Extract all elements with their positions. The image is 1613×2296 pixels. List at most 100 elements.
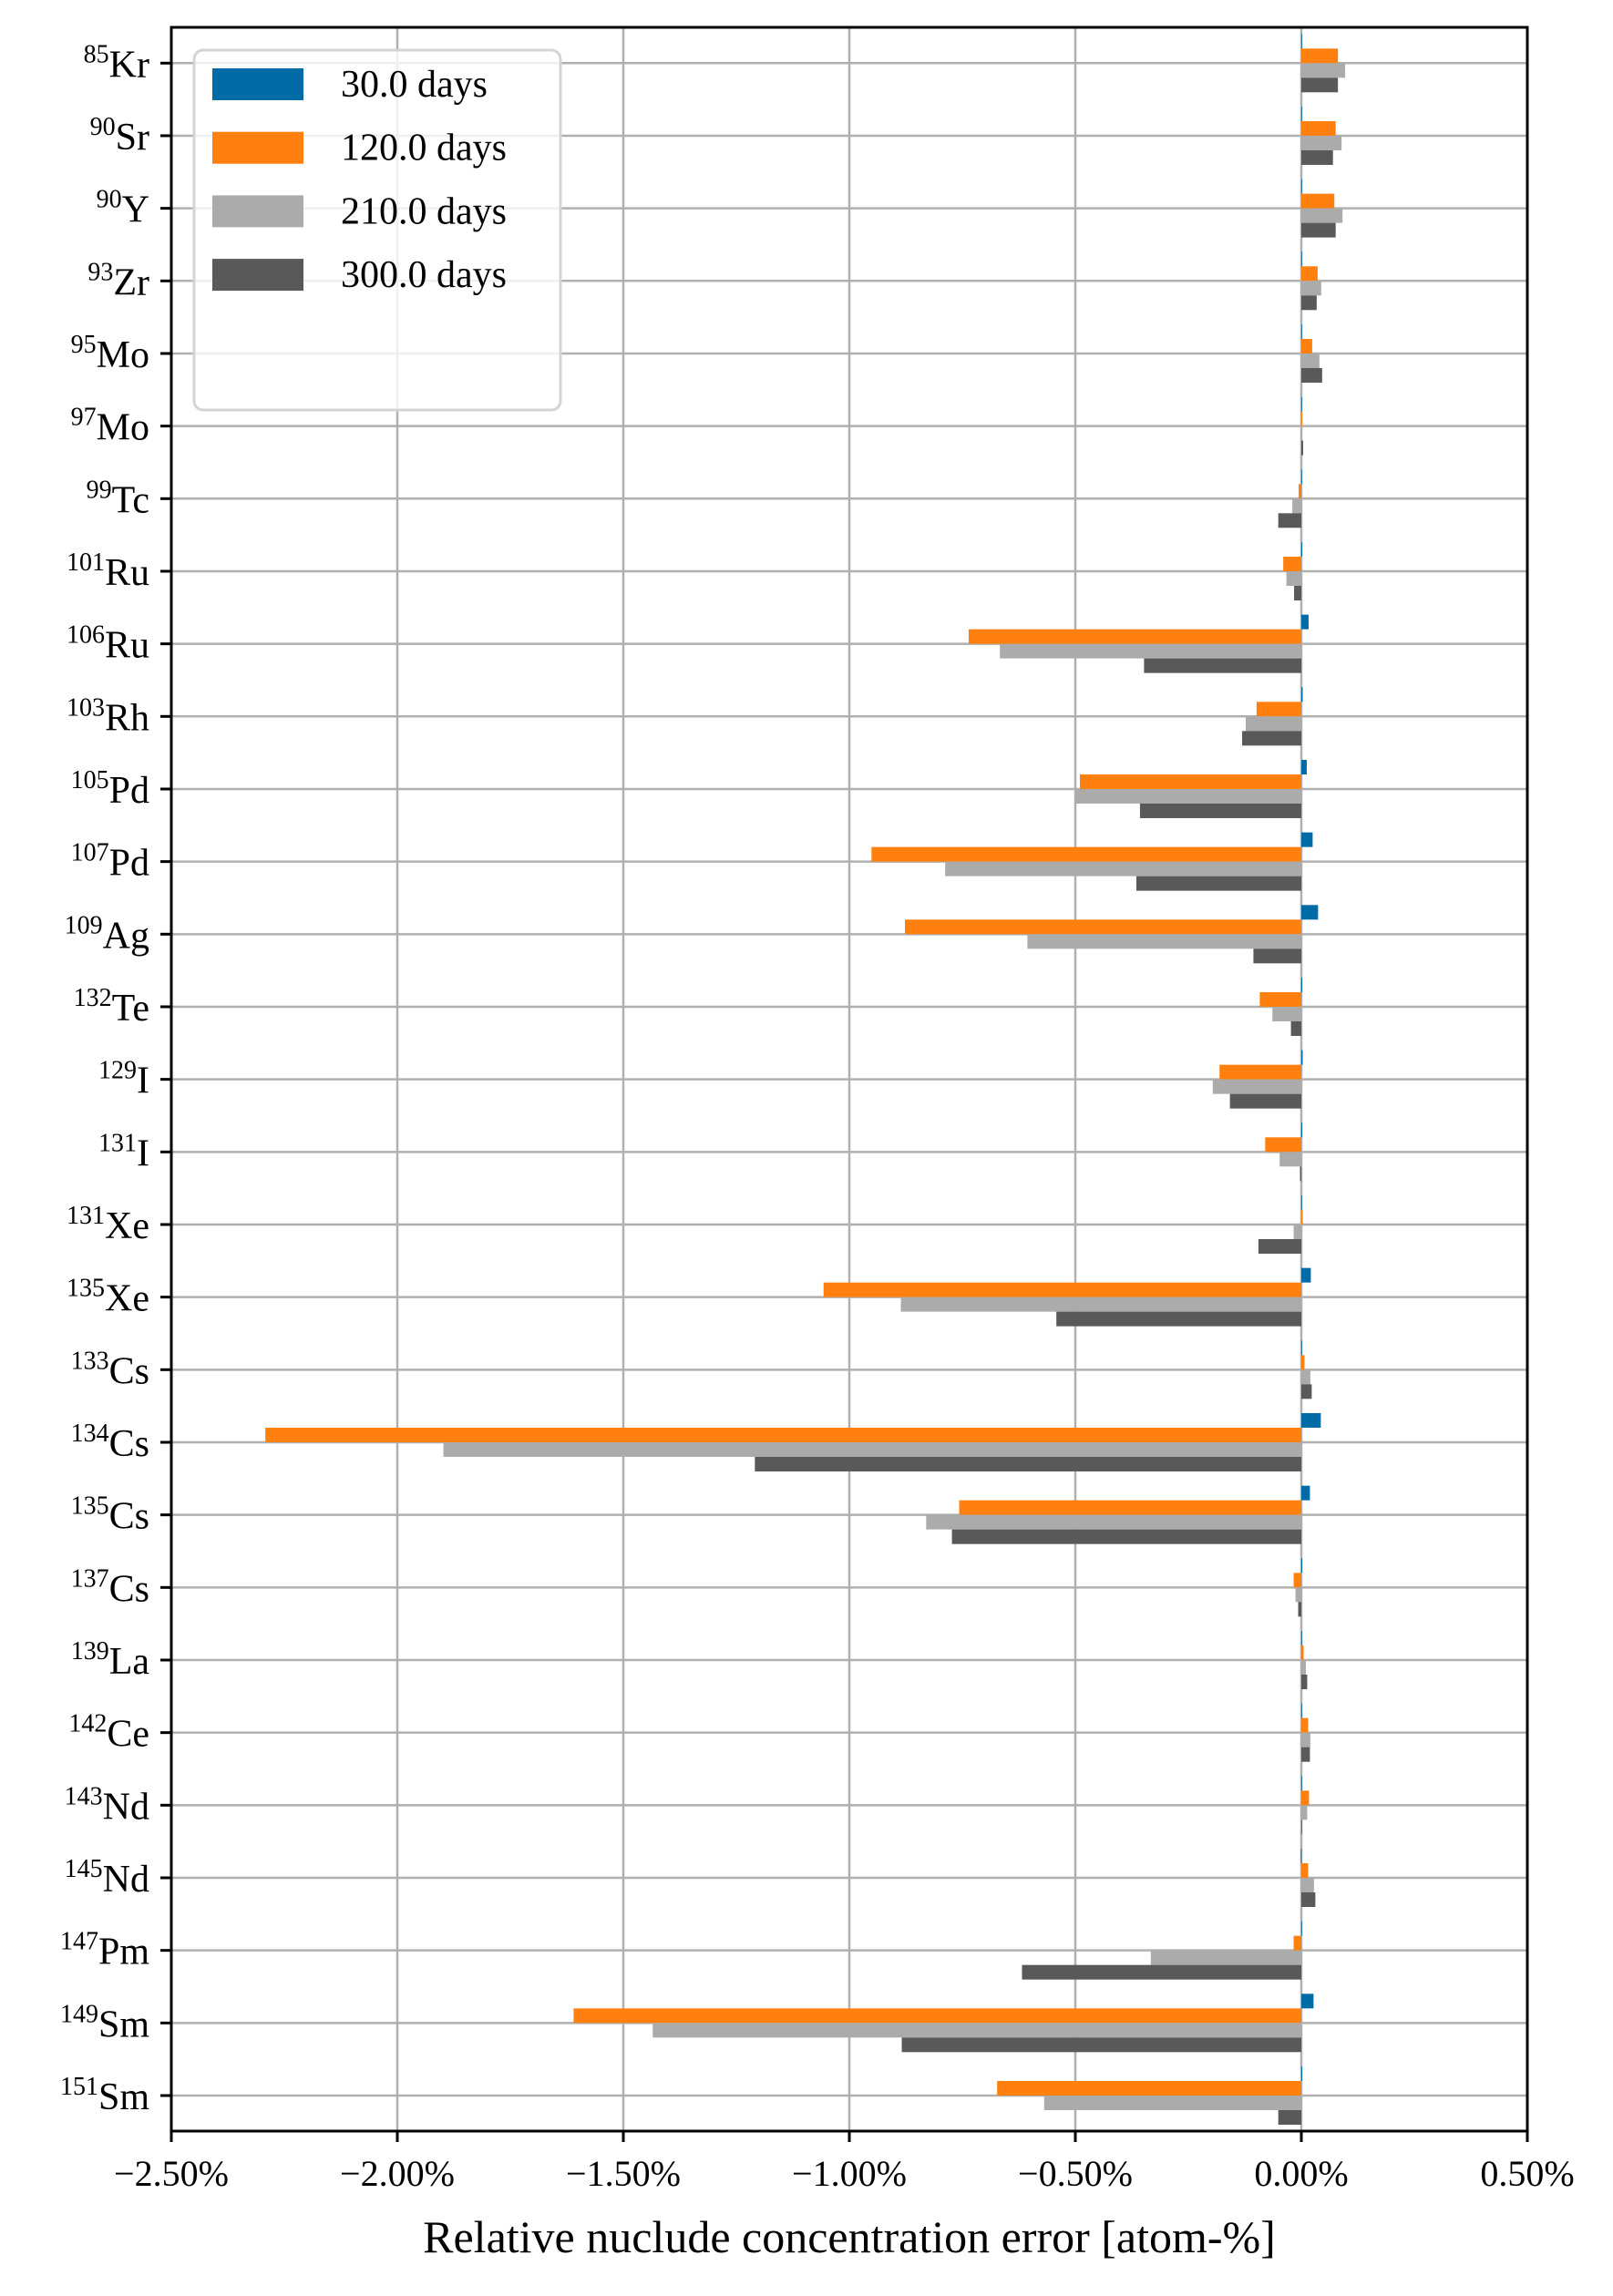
bar-106Ru-30-0-days bbox=[1301, 614, 1309, 630]
x-tick-label: −1.50% bbox=[566, 2153, 681, 2194]
y-tick-label-99Tc: 99Tc bbox=[87, 476, 149, 521]
bar-134Cs-120-0-days bbox=[265, 1427, 1302, 1442]
mass-number: 135 bbox=[71, 1492, 109, 1521]
element-symbol: Xe bbox=[105, 1278, 149, 1320]
bar-101Ru-300-0-days bbox=[1294, 585, 1301, 600]
mass-number: 85 bbox=[84, 40, 109, 68]
bar-134Cs-30-0-days bbox=[1301, 1412, 1321, 1428]
element-symbol: Ce bbox=[107, 1714, 149, 1756]
bar-109Ag-210-0-days bbox=[1027, 934, 1301, 949]
bar-103Rh-30-0-days bbox=[1301, 687, 1303, 702]
element-symbol: Ru bbox=[105, 625, 149, 667]
y-tick-label-131I: 131I bbox=[98, 1129, 149, 1174]
mass-number: 93 bbox=[87, 258, 113, 286]
x-tick-label: 0.00% bbox=[1254, 2153, 1348, 2194]
bar-107Pd-210-0-days bbox=[945, 861, 1301, 876]
bar-97Mo-30-0-days bbox=[1301, 396, 1302, 412]
element-symbol: Pd bbox=[109, 843, 149, 885]
element-symbol: Nd bbox=[103, 1859, 149, 1901]
legend-label: 120.0 days bbox=[341, 128, 507, 169]
bar-105Pd-120-0-days bbox=[1079, 774, 1301, 789]
bar-131Xe-210-0-days bbox=[1293, 1224, 1301, 1239]
bar-90Y-30-0-days bbox=[1301, 179, 1302, 194]
bar-90Y-210-0-days bbox=[1301, 208, 1343, 223]
mass-number: 103 bbox=[67, 693, 105, 722]
legend-label: 210.0 days bbox=[341, 190, 507, 232]
mass-number: 139 bbox=[71, 1637, 109, 1666]
bar-103Rh-300-0-days bbox=[1242, 731, 1301, 746]
y-tick-label-105Pd: 105Pd bbox=[71, 766, 149, 812]
x-tick-label: −2.00% bbox=[340, 2153, 455, 2194]
element-symbol: Nd bbox=[103, 1786, 149, 1828]
bar-151Sm-300-0-days bbox=[1278, 2110, 1301, 2125]
bar-151Sm-120-0-days bbox=[997, 2081, 1301, 2096]
mass-number: 90 bbox=[97, 186, 122, 214]
bar-135Xe-300-0-days bbox=[1056, 1311, 1301, 1327]
bar-129I-300-0-days bbox=[1229, 1093, 1301, 1109]
y-axis-ticks: 85Kr90Sr90Y93Zr95Mo97Mo99Tc101Ru106Ru103… bbox=[60, 40, 171, 2118]
element-symbol: Mo bbox=[97, 334, 149, 376]
bar-131I-300-0-days bbox=[1300, 1166, 1301, 1182]
mass-number: 101 bbox=[67, 548, 105, 577]
bar-101Ru-30-0-days bbox=[1301, 541, 1302, 557]
bar-109Ag-30-0-days bbox=[1301, 905, 1319, 920]
y-tick-label-129I: 129I bbox=[98, 1057, 149, 1102]
bar-103Rh-210-0-days bbox=[1245, 716, 1301, 732]
y-tick-label-143Nd: 143Nd bbox=[65, 1782, 149, 1828]
y-tick-label-97Mo: 97Mo bbox=[71, 404, 149, 449]
bar-101Ru-210-0-days bbox=[1286, 570, 1301, 586]
bar-142Ce-300-0-days bbox=[1301, 1747, 1310, 1762]
y-tick-label-145Nd: 145Nd bbox=[65, 1855, 149, 1901]
bar-143Nd-300-0-days bbox=[1301, 1819, 1302, 1835]
x-tick-label: −2.50% bbox=[114, 2153, 229, 2194]
element-symbol: Y bbox=[122, 190, 149, 231]
mass-number: 132 bbox=[74, 984, 112, 1012]
bar-131Xe-120-0-days bbox=[1301, 1209, 1303, 1225]
bar-137Cs-210-0-days bbox=[1295, 1587, 1301, 1603]
bar-109Ag-300-0-days bbox=[1253, 948, 1301, 964]
bar-137Cs-120-0-days bbox=[1293, 1573, 1301, 1588]
bar-143Nd-120-0-days bbox=[1301, 1790, 1310, 1806]
bar-135Cs-30-0-days bbox=[1301, 1485, 1310, 1501]
bar-95Mo-210-0-days bbox=[1301, 353, 1320, 368]
y-tick-label-135Cs: 135Cs bbox=[71, 1492, 149, 1538]
bar-93Zr-120-0-days bbox=[1301, 266, 1318, 282]
bar-139La-30-0-days bbox=[1301, 1630, 1302, 1645]
x-axis-label: Relative nuclude concentration error [at… bbox=[423, 2211, 1276, 2262]
bar-147Pm-120-0-days bbox=[1293, 1935, 1301, 1951]
bar-131Xe-30-0-days bbox=[1301, 1194, 1302, 1210]
element-symbol: Tc bbox=[112, 479, 149, 521]
element-symbol: I bbox=[137, 1133, 149, 1174]
element-symbol: Cs bbox=[109, 1496, 149, 1538]
bar-137Cs-300-0-days bbox=[1298, 1602, 1301, 1617]
y-tick-label-131Xe: 131Xe bbox=[67, 1202, 149, 1247]
y-tick-label-107Pd: 107Pd bbox=[71, 839, 149, 885]
bar-133Cs-120-0-days bbox=[1301, 1355, 1305, 1370]
bar-134Cs-210-0-days bbox=[443, 1441, 1301, 1457]
mass-number: 97 bbox=[71, 404, 97, 432]
bar-135Xe-120-0-days bbox=[823, 1282, 1301, 1297]
y-tick-label-109Ag: 109Ag bbox=[65, 911, 149, 957]
bar-107Pd-300-0-days bbox=[1135, 876, 1301, 891]
y-tick-label-142Ce: 142Ce bbox=[68, 1710, 149, 1756]
y-tick-label-106Ru: 106Ru bbox=[67, 621, 149, 667]
y-tick-label-90Y: 90Y bbox=[97, 186, 149, 231]
bar-106Ru-300-0-days bbox=[1144, 658, 1301, 673]
mass-number: 134 bbox=[71, 1420, 109, 1448]
bar-149Sm-210-0-days bbox=[652, 2023, 1301, 2038]
x-tick-label: −1.00% bbox=[792, 2153, 907, 2194]
element-symbol: Sr bbox=[116, 117, 149, 159]
element-symbol: Te bbox=[112, 988, 149, 1030]
bar-131Xe-300-0-days bbox=[1258, 1238, 1301, 1254]
mass-number: 149 bbox=[60, 2000, 98, 2028]
y-tick-label-147Pm: 147Pm bbox=[60, 1928, 149, 1973]
y-tick-label-151Sm: 151Sm bbox=[60, 2073, 149, 2118]
element-symbol: Cs bbox=[109, 1568, 149, 1610]
mass-number: 129 bbox=[98, 1057, 137, 1085]
mass-number: 105 bbox=[71, 766, 109, 794]
bar-139La-300-0-days bbox=[1301, 1674, 1308, 1689]
element-symbol: Mo bbox=[97, 407, 149, 449]
bar-133Cs-30-0-days bbox=[1301, 1340, 1302, 1356]
bar-99Tc-300-0-days bbox=[1278, 513, 1301, 528]
element-symbol: Pm bbox=[98, 1932, 149, 1973]
